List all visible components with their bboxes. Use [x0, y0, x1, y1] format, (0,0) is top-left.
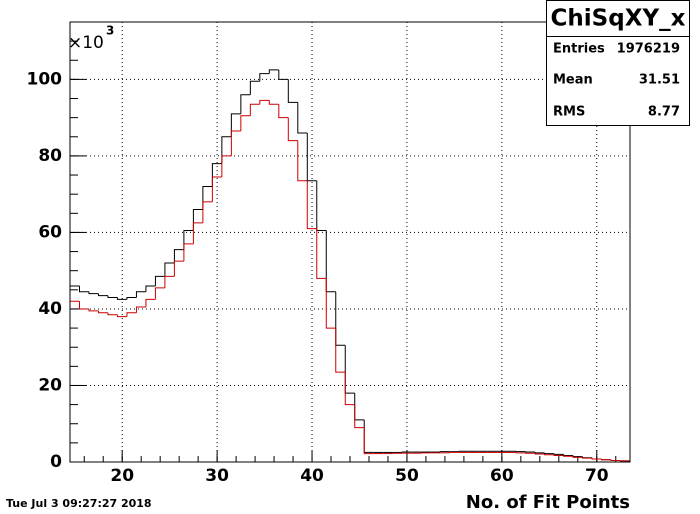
- plot: 0 20 40 60 80 100 20 30 40 50 60 70: [27, 21, 631, 486]
- bin: [553, 453, 564, 455]
- bin: [591, 458, 602, 460]
- stats-label: Mean: [553, 73, 593, 88]
- bin: [145, 285, 156, 292]
- bin: [78, 286, 89, 293]
- bin: [97, 310, 108, 314]
- bin: [287, 117, 298, 142]
- x-axis-title: No. of Fit Points: [466, 492, 630, 513]
- x-tick-label: 30: [205, 466, 229, 486]
- bin: [249, 103, 260, 116]
- bin: [221, 155, 232, 177]
- bin: [240, 94, 251, 114]
- bin: [164, 275, 175, 288]
- bin: [259, 99, 270, 105]
- x-tick-label: 40: [300, 466, 324, 486]
- bin: [135, 291, 146, 298]
- y-tick-label: 40: [38, 299, 62, 319]
- bin: [173, 249, 184, 264]
- bin: [601, 458, 612, 461]
- bin: [135, 306, 146, 313]
- x-tick-label: 50: [395, 466, 419, 486]
- bin: [316, 228, 327, 279]
- y-tick-label: 0: [50, 452, 62, 472]
- bin: [268, 100, 279, 105]
- bin: [78, 301, 89, 310]
- bin: [354, 404, 365, 429]
- bin: [268, 69, 279, 74]
- bin: [534, 453, 545, 455]
- bin: [97, 293, 108, 297]
- bin: [116, 297, 127, 300]
- stats-value: 1976219: [617, 42, 680, 57]
- y-tick-label: 100: [27, 69, 63, 89]
- bin: [183, 243, 194, 262]
- stats-value: 31.51: [639, 73, 680, 88]
- bin: [126, 296, 137, 300]
- bin: [202, 201, 213, 223]
- bin: [363, 427, 374, 455]
- bin: [221, 136, 232, 164]
- bin: [610, 459, 621, 461]
- bin: [88, 291, 99, 295]
- bin: [297, 140, 308, 182]
- bin: [126, 312, 137, 317]
- y-tick-label: 20: [38, 375, 62, 395]
- bin: [287, 79, 298, 103]
- bin: [154, 287, 165, 300]
- bin: [173, 260, 184, 277]
- stats-value: 8.77: [648, 105, 680, 120]
- bin: [278, 104, 289, 119]
- bin: [344, 372, 355, 406]
- y-tick-label: 80: [38, 146, 62, 166]
- bin: [107, 312, 118, 316]
- bin: [325, 278, 336, 329]
- x-tick-label: 60: [490, 466, 514, 486]
- frame: [69, 21, 631, 463]
- bin: [563, 455, 574, 457]
- bin: [582, 457, 593, 459]
- bin: [544, 453, 555, 456]
- bin: [297, 102, 308, 134]
- bin: [230, 113, 241, 137]
- bin: [88, 308, 99, 312]
- bin: [306, 180, 317, 230]
- bin: [183, 230, 194, 250]
- bin: [278, 69, 289, 80]
- bin: [211, 176, 222, 202]
- stats-title: ChiSqXY_x: [551, 6, 686, 32]
- stats-box: ChiSqXY_x Entries 1976219 Mean 31.51 RMS…: [546, 0, 690, 126]
- x-tick-label: 70: [585, 466, 609, 486]
- bin: [240, 115, 251, 132]
- y-multiplier-exponent: 3: [106, 24, 114, 38]
- bin: [116, 314, 127, 318]
- y-multiplier: ×10: [68, 33, 104, 53]
- bin: [553, 454, 564, 456]
- stats-frame: [546, 0, 690, 126]
- bin: [572, 456, 583, 458]
- bin: [335, 328, 346, 373]
- bin: [154, 275, 165, 286]
- stats-label: Entries: [553, 42, 605, 57]
- bin: [107, 295, 118, 298]
- bin: [192, 222, 203, 244]
- stats-label: RMS: [553, 105, 585, 120]
- bin: [249, 80, 260, 95]
- bin: [164, 262, 175, 277]
- bin: [534, 452, 545, 454]
- y-tick-label: 60: [38, 222, 62, 242]
- x-tick-label: 20: [110, 466, 134, 486]
- bin: [145, 298, 156, 308]
- date: Tue Jul 3 09:27:27 2018: [6, 497, 152, 510]
- bin: [230, 130, 241, 156]
- bin: [259, 73, 270, 82]
